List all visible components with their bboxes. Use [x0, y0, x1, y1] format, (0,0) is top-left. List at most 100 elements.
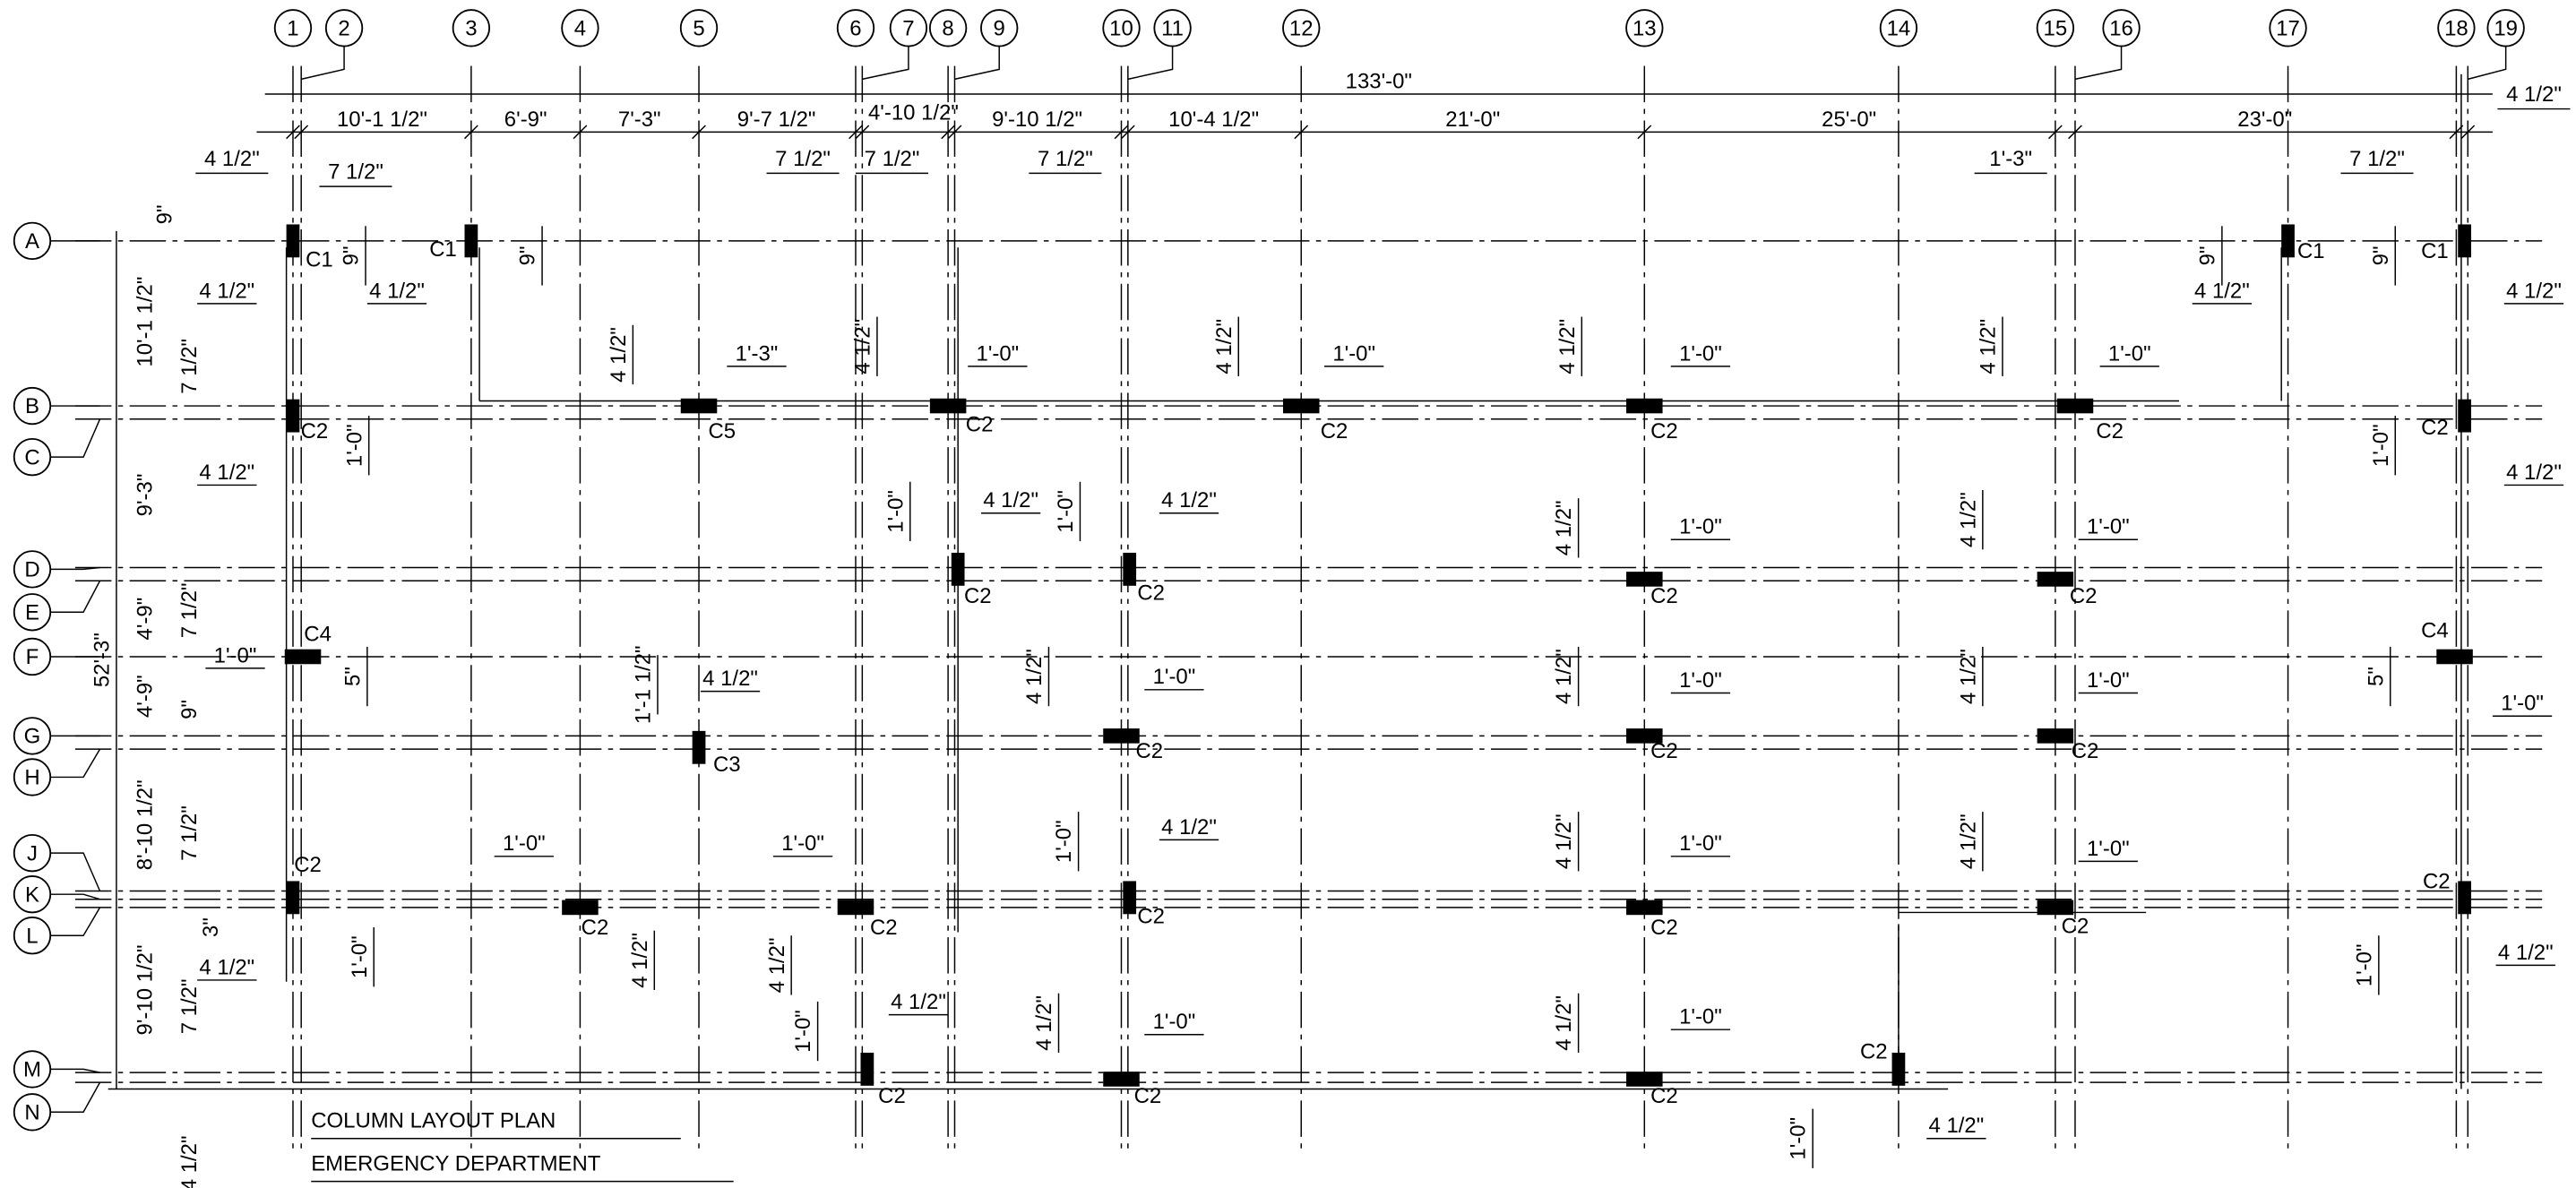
leader: [1127, 46, 1174, 81]
label: 7 1/2": [328, 160, 383, 185]
label: C2: [1650, 1084, 1678, 1108]
label: D: [24, 558, 39, 582]
grid-bubble: [2269, 9, 2307, 47]
label: G: [24, 725, 41, 749]
label: C2: [1860, 1039, 1888, 1063]
label: 4 1/2": [1552, 500, 1576, 555]
grid-bubble: [13, 717, 52, 755]
label: 4 1/2": [1552, 814, 1576, 869]
label: 9": [177, 700, 202, 719]
label: 7 1/2": [2349, 147, 2405, 171]
column: [1626, 728, 1663, 744]
dim-tick: [2449, 125, 2464, 140]
label: E: [25, 600, 39, 624]
label: 1'-0": [1679, 831, 1722, 856]
label: 4 1/2": [1956, 492, 1980, 547]
column: [2458, 881, 2471, 915]
label: 8: [942, 16, 953, 40]
label: 1'-0": [2352, 944, 2376, 987]
grid-bubble: [452, 9, 491, 47]
label: 2: [338, 16, 349, 40]
column: [1626, 572, 1663, 587]
grid-bubble: [2102, 9, 2141, 47]
label: 4 1/2": [607, 327, 631, 383]
label: 9: [994, 16, 1005, 40]
grid-bubble: [273, 9, 313, 47]
column: [2281, 224, 2295, 258]
grid-bubble: [2486, 9, 2525, 47]
label: 1'-0": [342, 424, 366, 467]
label: 6'-9": [504, 108, 547, 132]
grid-bubble: [1102, 9, 1141, 47]
label: C2: [1321, 419, 1348, 443]
grid-bubble: [1282, 9, 1321, 47]
label: C2: [2072, 739, 2099, 763]
grid-bubble: [13, 917, 52, 955]
grid-bubble: [561, 9, 599, 47]
leader: [954, 46, 1000, 81]
label: 17: [2276, 16, 2300, 40]
label: M: [23, 1058, 41, 1082]
label: C2: [2096, 419, 2124, 443]
label: C1: [306, 247, 333, 271]
label: 14: [1887, 16, 1911, 40]
column: [1282, 398, 1320, 414]
leader: [50, 748, 101, 779]
column: [1626, 1072, 1663, 1087]
leader: [50, 852, 101, 891]
label: 9": [152, 205, 177, 225]
column: [951, 552, 965, 586]
leader: [301, 46, 345, 81]
label: 7: [902, 16, 914, 40]
column: [1891, 1052, 1906, 1086]
grid-bubble: [13, 437, 52, 477]
grid-bubble: [1625, 9, 1664, 47]
label: 4 1/2": [1022, 649, 1047, 704]
grid-bubble: [2437, 9, 2476, 47]
label: 4 1/2": [1956, 649, 1980, 704]
label: 4 1/2": [702, 667, 758, 691]
dim-tick: [573, 125, 588, 140]
grid-bubble: [324, 9, 364, 47]
label: 4 1/2": [369, 279, 425, 303]
label: 7 1/2": [1038, 147, 1093, 171]
column: [2056, 398, 2094, 414]
label: 1'-0": [348, 935, 372, 978]
label: 10'-1 1/2": [133, 277, 157, 367]
label: 1'-0": [2087, 668, 2130, 693]
grid-bubble: [13, 593, 52, 632]
label: C1: [429, 237, 457, 262]
label: 7 1/2": [177, 339, 202, 394]
label: 1'-0": [883, 490, 908, 533]
label: H: [24, 766, 39, 790]
label: 3": [199, 917, 223, 937]
label: 9'-7 1/2": [737, 108, 816, 132]
label: 4 1/2": [1212, 319, 1236, 374]
column: [1123, 881, 1137, 915]
column: [286, 224, 300, 258]
label: C2: [1650, 739, 1678, 763]
label: 1'-0": [2369, 424, 2393, 467]
column: [929, 398, 967, 414]
column: [286, 399, 300, 433]
leader: [50, 893, 100, 900]
label: 1'-0": [214, 643, 257, 667]
label: 15: [2044, 16, 2068, 40]
label: C5: [709, 419, 737, 443]
title-line1: COLUMN LAYOUT PLAN: [311, 1109, 556, 1133]
label: 4 1/2": [2506, 279, 2562, 303]
label: C2: [878, 1084, 906, 1108]
label: B: [25, 394, 39, 418]
label: 4 1/2": [177, 1136, 202, 1188]
label: 5": [2364, 667, 2388, 686]
label: 10'-4 1/2": [1168, 108, 1259, 132]
label: 4 1/2": [891, 990, 946, 1014]
label: 7 1/2": [865, 147, 920, 171]
grid-bubble: [889, 9, 928, 47]
dim-tick: [855, 125, 870, 140]
label: 13: [1633, 16, 1657, 40]
grid-bubble: [13, 221, 52, 261]
grid-bubble: [13, 550, 52, 589]
label: C2: [870, 916, 898, 940]
